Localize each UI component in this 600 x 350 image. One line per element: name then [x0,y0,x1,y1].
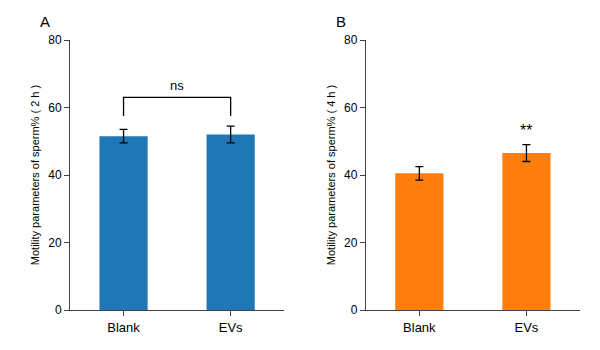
svg-text:Motility parameters of sperm%: Motility parameters of sperm% ( 2 h ) [29,85,41,265]
svg-text:60: 60 [344,101,358,115]
svg-text:40: 40 [344,168,358,182]
svg-text:20: 20 [48,236,62,250]
svg-text:EVs: EVs [515,320,539,335]
svg-text:EVs: EVs [219,320,243,335]
svg-text:40: 40 [48,168,62,182]
svg-text:Blank: Blank [107,320,140,335]
svg-text:80: 80 [344,33,358,47]
svg-text:0: 0 [351,303,358,317]
svg-text:80: 80 [48,33,62,47]
svg-text:A: A [40,13,50,30]
svg-text:60: 60 [48,101,62,115]
svg-text:ns: ns [170,78,184,93]
svg-text:B: B [336,13,346,30]
svg-text:0: 0 [55,303,62,317]
svg-text:Blank: Blank [403,320,436,335]
svg-text:20: 20 [344,236,358,250]
svg-text:**: ** [520,122,532,139]
svg-text:Motility parameters of sperm%: Motility parameters of sperm% ( 4 h ) [325,85,337,265]
